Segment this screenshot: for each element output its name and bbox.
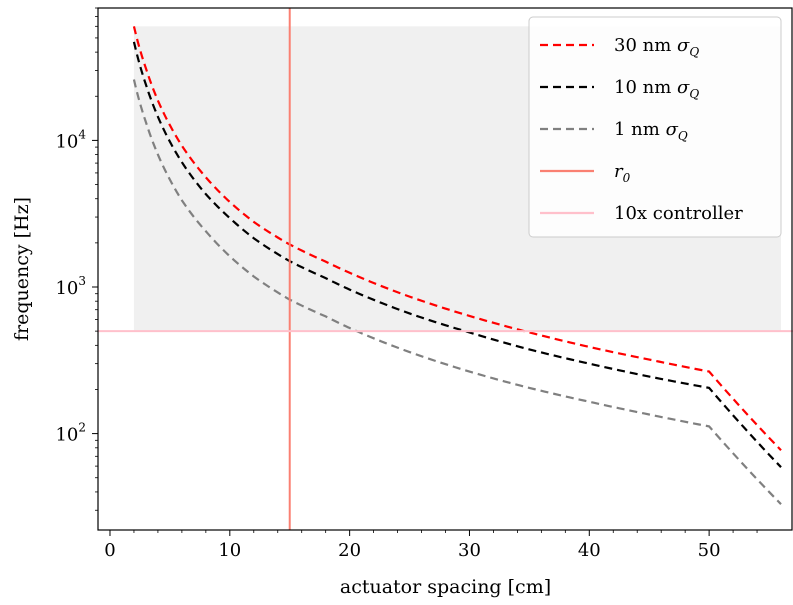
y-tick-label: 102 [55, 421, 86, 446]
series-line-0 [132, 26, 782, 452]
axes: 0 10 20 30 40 50 102 103 104 [55, 7, 793, 561]
legend-label: 10x controller [614, 203, 743, 224]
x-tick-label: 20 [338, 540, 361, 561]
x-tick-label: 0 [104, 540, 115, 561]
legend-label: 1 nm σQ [614, 119, 688, 143]
legend-box [528, 16, 782, 238]
x-axis-label: actuator spacing [cm] [340, 576, 551, 598]
legend-label: 10 nm σQ [614, 77, 699, 101]
y-axis-label: frequency [Hz] [11, 197, 33, 341]
legend: 30 nm σQ 10 nm σQ 1 nm σQ r0 10x controller [528, 16, 782, 238]
x-tick-label: 50 [698, 540, 721, 561]
y-tick-label: 104 [55, 127, 86, 152]
series-line-1 [132, 41, 782, 468]
y-tick-label: 103 [55, 274, 86, 299]
x-tick-label: 40 [578, 540, 601, 561]
legend-label: 30 nm σQ [614, 35, 699, 59]
x-tick-label: 10 [218, 540, 241, 561]
axes-frame [97, 7, 793, 531]
legend-label: r0 [614, 161, 631, 185]
x-tick-label: 30 [458, 540, 481, 561]
